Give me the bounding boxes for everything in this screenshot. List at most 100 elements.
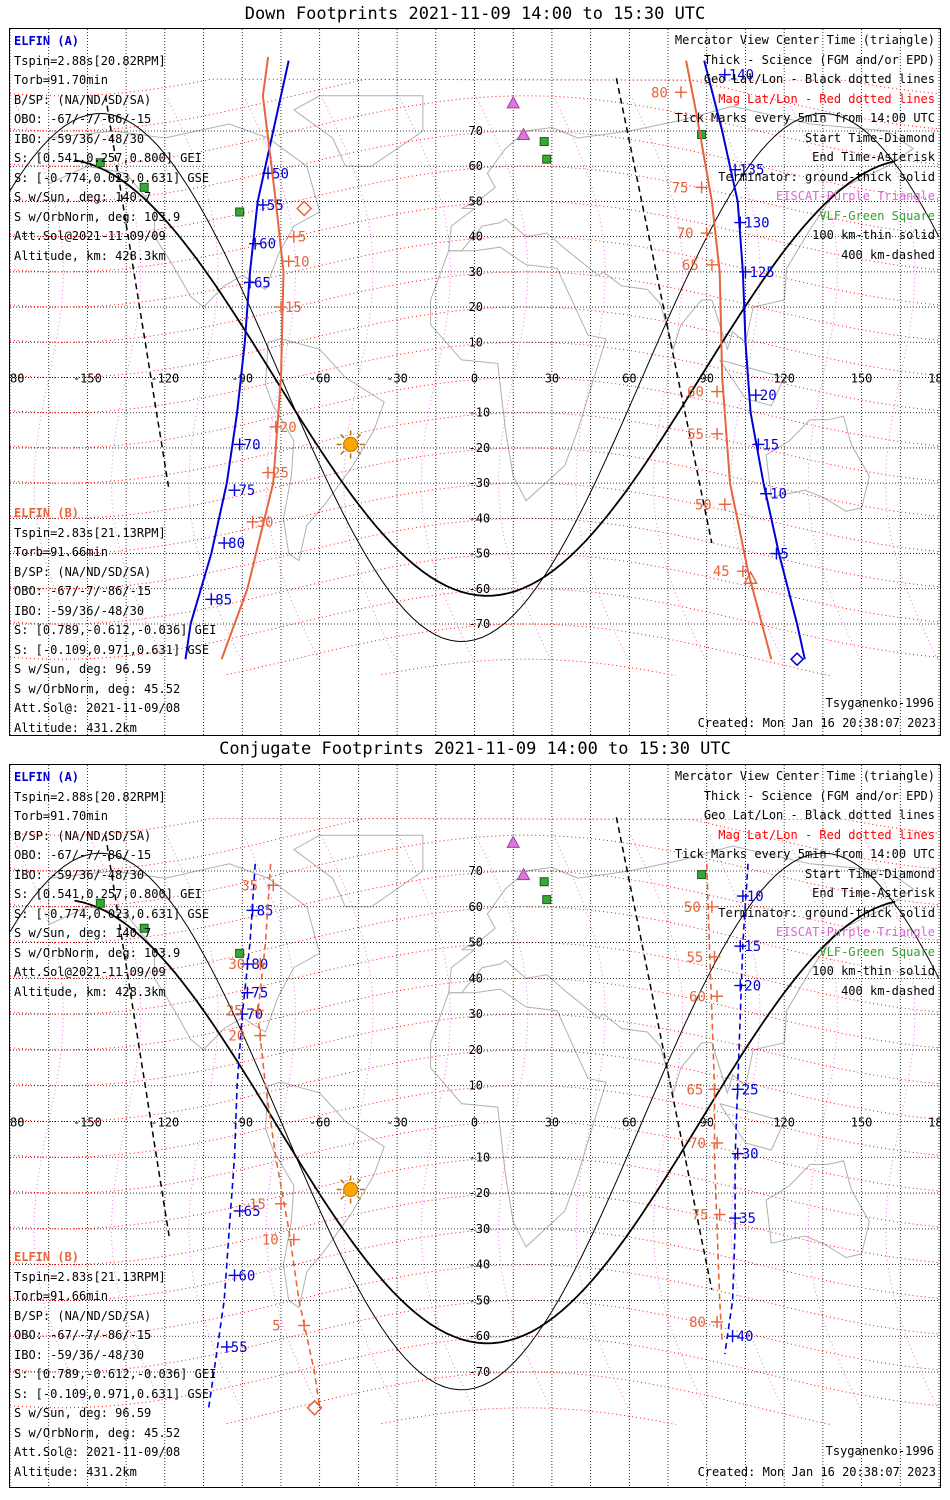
sun-ray [340, 450, 345, 455]
info-line: S w/Sun, deg: 96.59 [14, 1406, 152, 1420]
mag-lat-curve [10, 447, 940, 519]
info-line: Torb=91.66min [14, 545, 108, 559]
mag-lat-curve [10, 482, 940, 554]
elfin-b-track-east: 80 75 70 65 60 55 50 45 [651, 60, 773, 660]
coastlines [48, 834, 915, 1309]
lon-tick-label: 0 [471, 372, 478, 386]
sun-ray [356, 1195, 362, 1200]
lat-tick-label: -50 [469, 547, 491, 561]
mag-lon-curve [11, 95, 87, 660]
coastline-path [292, 95, 424, 167]
info-line: S: [0.541,0.257,0.800] GEI [14, 151, 202, 165]
orbit-track [703, 60, 806, 660]
info-line: IBO: -59/36/-48/30 [14, 603, 145, 618]
terminator-400km [615, 817, 713, 1290]
mag-grid [10, 817, 940, 1426]
mag-lat-curve [10, 412, 940, 484]
tick-label: 75 [672, 180, 689, 196]
mag-lat-curve [10, 95, 940, 167]
tick-label: 70 [246, 1007, 263, 1023]
mag-lon-curve [398, 835, 474, 1408]
tick-label: 10 [293, 254, 310, 270]
elfin-b-track-west: 35 30 25 20 15 10 5 [226, 863, 321, 1408]
mag-lon-curve [165, 95, 242, 660]
start-diamond [296, 200, 313, 217]
mag-lat-curve [10, 377, 940, 449]
legend-entry: Thick - Science (FGM and/or EPD) [703, 788, 935, 803]
mag-lon-curve [707, 95, 784, 660]
lat-tick-label: -60 [469, 582, 491, 596]
coastline-path [719, 1103, 785, 1151]
lat-tick-label: 40 [469, 971, 483, 985]
sun-ray [340, 1195, 345, 1200]
info-line: OBO: -67/-7/-86/-15 [14, 584, 152, 598]
tick-label: 80 [228, 536, 245, 552]
legend-entry: Terminator: ground-thick solid [718, 905, 935, 920]
coastline-path [264, 338, 385, 562]
mag-lon-curve [553, 835, 629, 1408]
sun-ray [356, 1179, 362, 1184]
info-line: Altitude, km: 428.3km [14, 248, 166, 263]
lon-tick-label: 120 [773, 372, 795, 386]
lon-tick-label: -90 [231, 372, 253, 386]
coastline-path [430, 988, 607, 1248]
info-line: Tspin=2.83s[21.13RPM] [14, 1269, 166, 1284]
lon-tick-label: -150 [73, 1116, 102, 1130]
lon-tick-label: -60 [309, 372, 331, 386]
info-line: S w/OrbNorm, deg: 103.9 [14, 945, 181, 960]
eiscat-triangle [516, 127, 531, 141]
tick-label: 70 [677, 226, 694, 242]
stations [95, 95, 707, 217]
lon-tick-label: 0 [471, 1116, 478, 1130]
info-line: S: [0.789,-0.612,-0.036] GEI [14, 623, 217, 637]
orbit-track [685, 60, 773, 660]
info-line: S w/Sun, deg: 96.59 [14, 662, 152, 676]
sun-ray [340, 1179, 345, 1184]
lon-tick-label: -150 [73, 372, 102, 386]
info-line: B/SP: (NA/ND/SD/SA) [14, 1308, 152, 1323]
orbit-track [184, 60, 290, 660]
tick-label: 135 [739, 163, 764, 179]
info-line: Torb=91.66min [14, 1289, 108, 1303]
info-line: S w/OrbNorm, deg: 45.52 [14, 681, 181, 696]
map-legend: Mercator View Center Time (triangle) Thic… [675, 767, 935, 1001]
mag-lat-curve [10, 553, 940, 625]
lon-tick-label: 90 [700, 1116, 714, 1130]
tick-label: 75 [692, 1208, 709, 1224]
tick-label: 30 [228, 957, 245, 973]
lon-tick-label: -60 [309, 1116, 331, 1130]
vlf-square [539, 877, 549, 887]
orbit-track [220, 56, 285, 660]
info-line: Tspin=2.88s[20.82RPM] [14, 789, 166, 804]
lat-tick-label: -10 [469, 1150, 491, 1164]
mag-lon-curve [630, 835, 706, 1408]
legend-entry: Mag Lat/Lon - Red dotted lines [718, 91, 935, 106]
lat-tick-label: 50 [469, 194, 483, 208]
satellite-name: ELFIN (A) [14, 34, 80, 48]
info-line: IBO: -59/36/-48/30 [14, 1347, 145, 1362]
orbit-track [724, 863, 749, 1355]
elfin-b-info: ELFIN (B) Tspin=2.83s[21.13RPM] Torb=91.66… [14, 1248, 216, 1482]
mag-lon-curve [398, 95, 474, 660]
lat-tick-label: -40 [469, 1258, 491, 1272]
mag-lon-curve [707, 835, 784, 1408]
tick-label: 60 [239, 1268, 256, 1284]
info-line: B/SP: (NA/ND/SD/SA) [14, 564, 152, 579]
conjugate-footprints-map: -180 -150 -120 -90 -60 -30 0 30 60 90 120 150 180 70 6… [9, 764, 941, 1488]
terminator [10, 817, 940, 1391]
sun-icon [336, 430, 365, 459]
info-line: IBO: -59/36/-48/30 [14, 867, 145, 882]
tick-label: 65 [254, 275, 271, 291]
tick-label: 25 [226, 1004, 243, 1020]
model-label: Tsyganenko-1996 [825, 1444, 934, 1458]
elfin-a-info: ELFIN (A) Tspin=2.88s[20.82RPM] Torb=91.70… [14, 768, 209, 1002]
info-line: Att.Sol@2021-11-09/09 [14, 965, 166, 979]
created-timestamp: Created: Mon Jan 16 20:38:07 2023 [697, 716, 936, 730]
legend-entry: 400 km-dashed [841, 983, 935, 998]
info-line: OBO: -67/-7/-86/-15 [14, 112, 152, 126]
lat-tick-label: -10 [469, 406, 491, 420]
legend-entry: Geo Lat/Lon - Black dotted lines [703, 72, 935, 86]
tick-label: 130 [744, 216, 769, 232]
info-line: IBO: -59/36/-48/30 [14, 131, 145, 146]
vlf-square [542, 154, 552, 164]
